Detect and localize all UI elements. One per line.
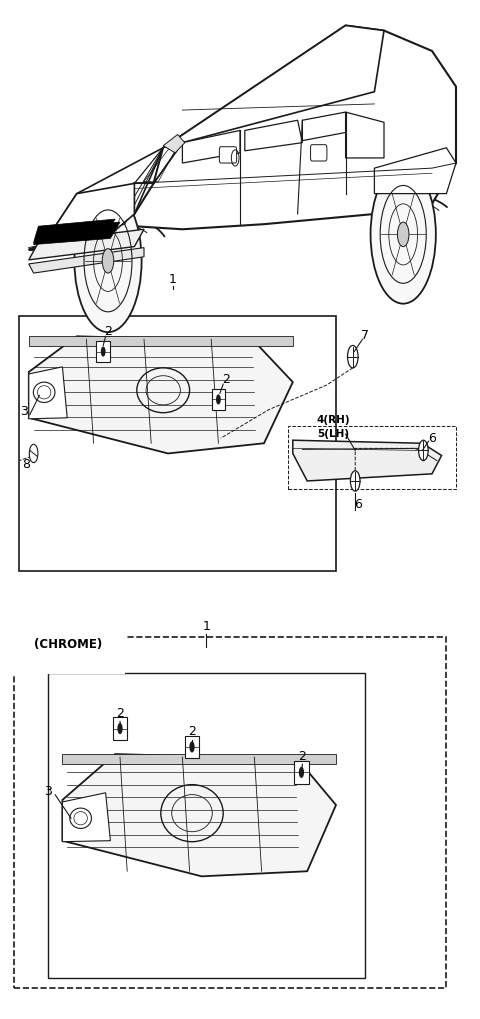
- Text: 5(LH): 5(LH): [317, 429, 349, 439]
- Polygon shape: [346, 112, 384, 158]
- Text: (CHROME): (CHROME): [34, 638, 102, 650]
- Polygon shape: [29, 248, 144, 273]
- Polygon shape: [29, 148, 163, 250]
- Circle shape: [350, 471, 360, 491]
- Text: 3: 3: [44, 786, 52, 798]
- Polygon shape: [29, 229, 144, 260]
- Polygon shape: [163, 135, 185, 153]
- FancyBboxPatch shape: [14, 637, 446, 988]
- Circle shape: [101, 346, 106, 357]
- Circle shape: [397, 222, 409, 247]
- Polygon shape: [29, 183, 134, 250]
- Polygon shape: [245, 120, 302, 151]
- Circle shape: [189, 742, 195, 752]
- Polygon shape: [34, 222, 120, 245]
- Polygon shape: [62, 793, 110, 842]
- Text: 8: 8: [23, 459, 30, 471]
- FancyBboxPatch shape: [96, 341, 110, 362]
- Circle shape: [74, 190, 142, 332]
- Polygon shape: [182, 130, 240, 163]
- FancyBboxPatch shape: [113, 717, 127, 740]
- Text: 1: 1: [203, 621, 210, 633]
- Text: 2: 2: [299, 750, 306, 762]
- FancyBboxPatch shape: [185, 736, 199, 758]
- Text: 2: 2: [188, 726, 196, 738]
- Text: 3: 3: [20, 406, 28, 418]
- FancyBboxPatch shape: [311, 145, 327, 161]
- Polygon shape: [293, 440, 442, 481]
- Circle shape: [102, 249, 114, 273]
- Circle shape: [299, 767, 304, 779]
- Text: 2: 2: [116, 707, 124, 719]
- Circle shape: [419, 440, 428, 461]
- Bar: [62, 754, 336, 764]
- Polygon shape: [34, 219, 115, 243]
- Polygon shape: [29, 336, 293, 453]
- Polygon shape: [154, 25, 384, 183]
- Circle shape: [371, 165, 436, 304]
- Polygon shape: [29, 25, 456, 250]
- Circle shape: [117, 723, 123, 734]
- Polygon shape: [62, 754, 336, 876]
- Text: 6: 6: [354, 498, 361, 511]
- Polygon shape: [302, 112, 346, 141]
- Text: 2: 2: [222, 373, 229, 385]
- Polygon shape: [29, 367, 67, 419]
- FancyBboxPatch shape: [19, 316, 336, 571]
- Polygon shape: [374, 148, 456, 194]
- FancyBboxPatch shape: [294, 761, 309, 784]
- Text: 1: 1: [169, 273, 177, 285]
- Text: 4(RH): 4(RH): [317, 415, 350, 425]
- Circle shape: [348, 345, 358, 368]
- Bar: [29, 336, 293, 346]
- Text: 6: 6: [428, 432, 436, 444]
- Circle shape: [29, 444, 38, 463]
- FancyBboxPatch shape: [48, 673, 365, 978]
- Circle shape: [216, 394, 221, 405]
- FancyBboxPatch shape: [212, 389, 225, 410]
- Text: 2: 2: [104, 325, 112, 337]
- Text: 7: 7: [361, 329, 369, 341]
- FancyBboxPatch shape: [219, 147, 237, 163]
